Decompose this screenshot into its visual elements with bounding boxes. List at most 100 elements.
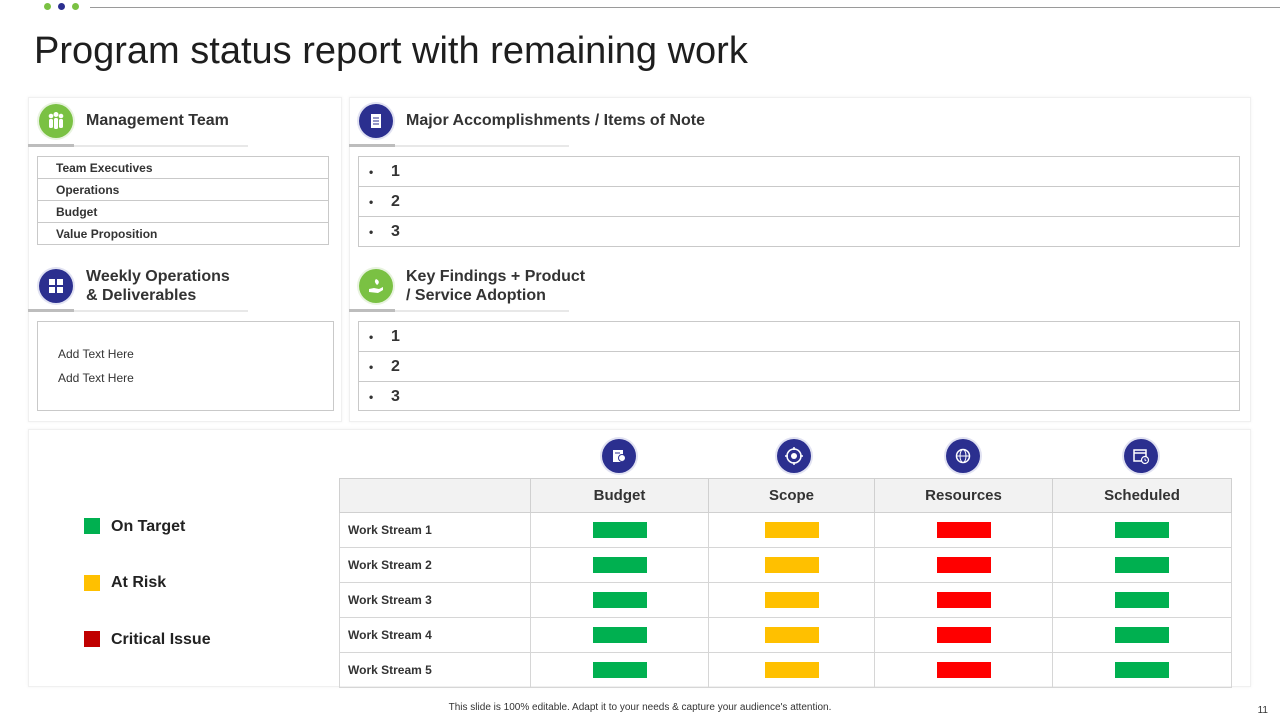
finding-item: 3 [391, 387, 400, 405]
accomplishments-title: Major Accomplishments / Items of Note [406, 112, 706, 129]
list-item: • 2 [359, 187, 1239, 217]
status-indicator [592, 627, 647, 643]
bullet-icon: • [369, 194, 374, 209]
decor-dot-3 [72, 3, 79, 10]
status-cell [1052, 547, 1232, 583]
status-indicator [1115, 557, 1169, 573]
work-stream-label: Work Stream 5 [339, 652, 531, 688]
status-cell [530, 652, 709, 688]
weekly-text-box: Add Text Here Add Text Here [37, 321, 334, 411]
status-cell [874, 582, 1053, 618]
management-title: Management Team [86, 112, 229, 129]
status-indicator [592, 557, 647, 573]
management-item: Operations [37, 178, 329, 201]
table-row: Value Proposition [37, 222, 329, 245]
table-row: Work Stream 3 [339, 582, 1232, 618]
findings-underline [349, 310, 569, 312]
bullet-icon: • [369, 329, 374, 344]
weekly-title-line1: Weekly Operations [86, 268, 230, 285]
bullet-icon: • [369, 224, 374, 239]
management-underline [28, 145, 248, 147]
status-indicator [764, 627, 819, 643]
status-cell [1052, 617, 1232, 653]
status-indicator [1115, 522, 1169, 538]
status-indicator [764, 557, 819, 573]
findings-title-line1: Key Findings + Product [406, 268, 586, 285]
table-row: Team Executives [37, 156, 329, 179]
status-indicator [592, 522, 647, 538]
work-stream-label: Work Stream 4 [339, 617, 531, 653]
weekly-title-line2: & Deliverables [86, 287, 197, 304]
globe-icon [946, 439, 980, 473]
team-icon [39, 104, 73, 138]
legend-swatch-at-risk [84, 575, 100, 591]
status-indicator [1115, 627, 1169, 643]
table-row: Work Stream 4 [339, 617, 1232, 653]
status-cell [530, 547, 709, 583]
status-indicator [936, 627, 991, 643]
management-table: Team Executives Operations Budget Value … [37, 156, 329, 245]
footer-note: This slide is 100% editable. Adapt it to… [448, 702, 832, 713]
status-cell [708, 652, 875, 688]
budget-report-icon [602, 439, 636, 473]
table-row: Work Stream 5 [339, 652, 1232, 688]
top-rule [90, 7, 1280, 8]
legend-swatch-on-target [84, 518, 100, 534]
table-row: Work Stream 1 [339, 512, 1232, 548]
weekly-text-line[interactable]: Add Text Here [58, 371, 134, 385]
status-cell [1052, 652, 1232, 688]
column-header-budget: Budget [530, 478, 709, 513]
status-cell [1052, 582, 1232, 618]
status-table: Budget Scope Resources Scheduled Work St… [339, 478, 1232, 688]
bullet-icon: • [369, 359, 374, 374]
table-row: Budget [37, 200, 329, 223]
findings-underline-accent [349, 309, 395, 312]
management-item: Budget [37, 200, 329, 223]
accomplishment-item: 2 [391, 192, 400, 210]
hand-plant-icon [359, 269, 393, 303]
weekly-title: Weekly Operations & Deliverables [86, 267, 230, 305]
column-header-resources: Resources [874, 478, 1053, 513]
list-item: • 2 [359, 352, 1239, 382]
calendar-clock-icon [1124, 439, 1158, 473]
list-item: • 3 [359, 217, 1239, 246]
status-indicator [1115, 662, 1169, 678]
list-item: • 1 [359, 157, 1239, 187]
legend-swatch-critical-issue [84, 631, 100, 647]
work-stream-label: Work Stream 1 [339, 512, 531, 548]
findings-title: Key Findings + Product / Service Adoptio… [406, 267, 585, 305]
status-cell [530, 582, 709, 618]
management-item: Team Executives [37, 156, 329, 179]
status-indicator [592, 592, 647, 608]
status-indicator [764, 662, 819, 678]
grid-board-icon [39, 269, 73, 303]
status-indicator [764, 522, 819, 538]
status-indicator [936, 662, 991, 678]
findings-list: • 1 • 2 • 3 [358, 321, 1240, 411]
decor-dot-2 [58, 3, 65, 10]
accomplishments-underline-accent [349, 144, 395, 147]
management-item: Value Proposition [37, 222, 329, 245]
findings-title-line2: / Service Adoption [406, 287, 546, 304]
status-indicator [936, 592, 991, 608]
status-indicator [764, 592, 819, 608]
accomplishments-list: • 1 • 2 • 3 [358, 156, 1240, 247]
status-header-blank [339, 478, 531, 513]
status-indicator [1115, 592, 1169, 608]
accomplishments-underline [349, 145, 569, 147]
status-indicator [592, 662, 647, 678]
column-header-scheduled: Scheduled [1052, 478, 1232, 513]
legend-label: At Risk [111, 574, 167, 591]
accomplishment-item: 3 [391, 222, 400, 240]
status-cell [874, 652, 1053, 688]
accomplishment-item: 1 [391, 162, 400, 180]
bullet-icon: • [369, 164, 374, 179]
work-stream-label: Work Stream 3 [339, 582, 531, 618]
finding-item: 1 [391, 327, 400, 345]
weekly-text-line[interactable]: Add Text Here [58, 347, 134, 361]
weekly-underline [28, 310, 248, 312]
status-cell [874, 547, 1053, 583]
target-icon [777, 439, 811, 473]
left-panel [28, 97, 342, 422]
status-indicator [936, 557, 991, 573]
